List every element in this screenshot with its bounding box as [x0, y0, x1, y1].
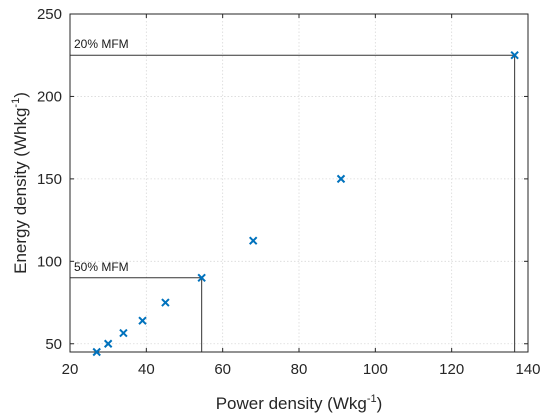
data-point — [336, 174, 346, 184]
y-tick-label: 50 — [45, 336, 62, 353]
data-point — [510, 51, 519, 60]
y-tick-label: 200 — [37, 88, 62, 105]
x-tick-label: 100 — [363, 361, 388, 378]
data-point — [161, 298, 170, 307]
data-point-stroke — [510, 51, 519, 60]
y-tick-label: 250 — [37, 6, 62, 23]
x-axis-label-end: ) — [377, 394, 383, 413]
data-point — [138, 316, 147, 325]
x-tick-label: 40 — [138, 361, 155, 378]
data-point-stroke — [197, 273, 206, 283]
y-tick-label: 150 — [37, 171, 62, 188]
data-point — [197, 273, 206, 283]
x-tick-label: 140 — [515, 361, 540, 378]
data-point — [119, 328, 128, 338]
y-tick-label: 100 — [37, 253, 62, 270]
grid — [70, 14, 528, 352]
y-axis-label: Energy density (Whkg-1) — [10, 92, 30, 274]
data-point-stroke — [248, 236, 258, 245]
data-point-stroke — [161, 298, 170, 307]
annotations: 20% MFM 50% MFM — [74, 37, 129, 274]
data-point-stroke — [103, 339, 113, 348]
data-point — [92, 347, 101, 357]
y-axis-label-base: Energy density (Whkg — [11, 108, 30, 274]
annotation-label: 50% MFM — [74, 260, 129, 274]
x-axis-label-base: Power density (Wkg — [216, 394, 367, 413]
data-points — [92, 51, 519, 357]
data-point-stroke — [92, 347, 101, 357]
y-axis-label-sup: -1 — [10, 98, 22, 108]
data-point — [103, 339, 113, 348]
data-point-stroke — [336, 174, 346, 184]
x-tick-label: 120 — [439, 361, 464, 378]
data-point — [248, 236, 258, 245]
x-tick-label: 20 — [62, 361, 79, 378]
x-axis-label-sup: -1 — [367, 393, 377, 405]
data-point-stroke — [138, 316, 147, 325]
x-tick-label: 80 — [291, 361, 308, 378]
annotation-label: 20% MFM — [74, 37, 129, 51]
x-tick-label: 60 — [214, 361, 231, 378]
data-point-stroke — [119, 328, 128, 338]
axis-ticks: 20 40 60 80 100 120 140 50 100 150 200 250 — [37, 6, 541, 378]
y-axis-label-end: ) — [11, 92, 30, 98]
x-axis-label: Power density (Wkg-1) — [216, 393, 383, 413]
